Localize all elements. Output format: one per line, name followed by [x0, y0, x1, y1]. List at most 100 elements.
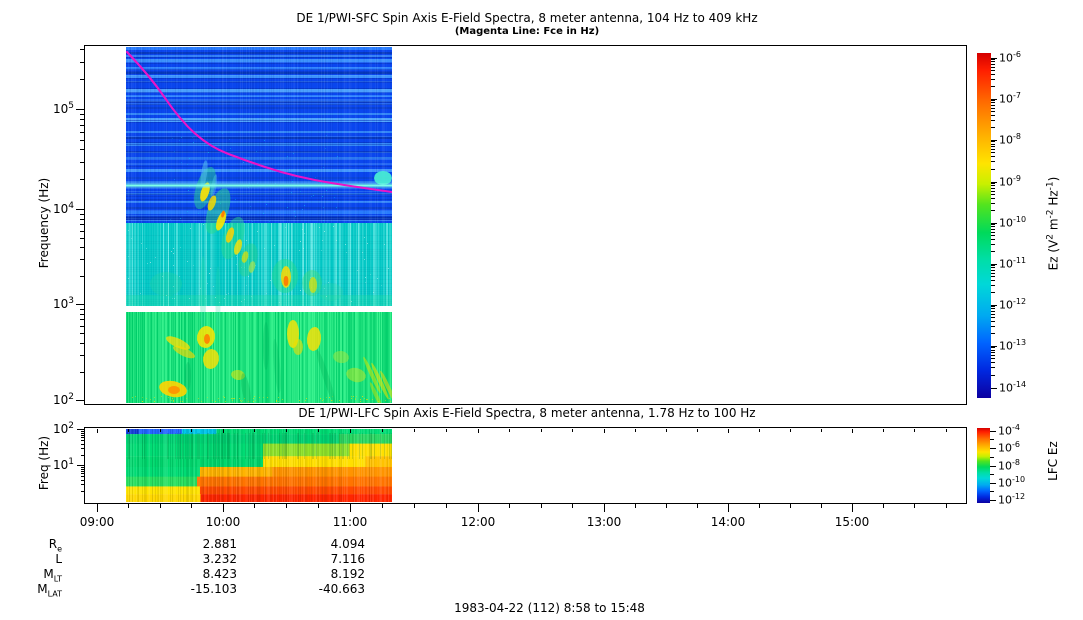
- lfc-top-inward-tick: [477, 429, 479, 433]
- x-major-tick: [603, 504, 605, 512]
- sfc-colorbar-minor-tick: [991, 168, 995, 170]
- sfc-colorbar-minor-tick: [991, 110, 995, 112]
- sfc-colorbar-minor-tick: [991, 78, 995, 80]
- sfc-colorbar-minor-tick: [991, 224, 995, 226]
- lfc-top-inward-minor-tick: [254, 429, 256, 432]
- lfc-top-inward-minor-tick: [945, 429, 947, 432]
- sfc-colorbar-minor-tick: [991, 269, 995, 271]
- x-major-tick: [851, 504, 853, 512]
- exponent: -4: [1012, 423, 1020, 432]
- lfc-y-minor-tick: [81, 476, 85, 478]
- x-minor-tick: [696, 504, 698, 508]
- lfc-top-inward-minor-tick: [191, 429, 192, 432]
- lfc-y-minor-tick: [81, 440, 85, 442]
- lfc-y-minor-tick: [81, 448, 85, 450]
- sfc-colorbar-major-tick: [991, 387, 997, 389]
- sfc-colorbar-minor-tick: [991, 316, 995, 318]
- x-minor-tick: [254, 504, 256, 508]
- lfc-top-inward-minor-tick: [128, 429, 129, 432]
- lfc-colorbar-major-tick: [990, 430, 996, 432]
- sfc-colorbar-major-tick: [991, 139, 997, 141]
- sfc-y-minor-tick: [80, 161, 85, 163]
- x-minor-tick: [665, 504, 667, 508]
- sfc-colorbar-minor-tick: [991, 59, 995, 61]
- lfc-y-minor-tick: [81, 471, 85, 473]
- sfc-colorbar-minor-tick: [991, 231, 995, 233]
- lfc-top-inward-minor-tick: [381, 429, 383, 432]
- ephemeris-row-label: MLT: [43, 567, 62, 584]
- x-minor-tick: [914, 504, 916, 508]
- lfc-colorbar-minor-tick: [990, 474, 994, 475]
- ephemeris-value-1000: 8.423: [202, 567, 237, 581]
- sfc-colorbar-minor-tick: [991, 279, 995, 281]
- x-major-tick: [222, 504, 224, 512]
- exponent: 1: [68, 457, 74, 467]
- exponent: -7: [1013, 91, 1021, 100]
- sfc-colorbar-minor-tick: [991, 202, 995, 204]
- ephemeris-row-label: L: [55, 552, 62, 566]
- sfc-y-minor-tick: [80, 218, 85, 220]
- lfc-y-minor-tick: [81, 468, 85, 470]
- exponent: 2: [68, 392, 74, 402]
- sfc-colorbar-minor-tick: [991, 306, 995, 308]
- lfc-spectrogram-canvas: [126, 429, 392, 502]
- lfc-top-inward-minor-tick: [572, 429, 573, 432]
- sfc-colorbar-minor-tick: [991, 141, 995, 143]
- exponent: -8: [1012, 458, 1020, 467]
- sfc-colorbar-minor-tick: [991, 161, 995, 163]
- exponent: -9: [1013, 174, 1021, 183]
- lfc-y-minor-tick: [81, 431, 85, 433]
- sfc-colorbar-tick-label: 10-10: [999, 215, 1027, 230]
- exponent: -6: [1012, 440, 1020, 449]
- x-minor-tick: [317, 504, 319, 508]
- x-minor-tick: [634, 504, 636, 508]
- sfc-colorbar-minor-tick: [991, 66, 995, 68]
- ephemeris-value-1000: 2.881: [202, 537, 237, 551]
- lfc-top-inward-minor-tick: [634, 429, 636, 432]
- sfc-colorbar-minor-tick: [991, 197, 995, 199]
- x-major-tick: [349, 504, 351, 512]
- lfc-top-inward-minor-tick: [413, 429, 415, 432]
- exponent: -14: [1013, 380, 1027, 389]
- lfc-y-tick-label: 102: [52, 421, 74, 436]
- sfc-y-minor-tick: [80, 333, 85, 335]
- lfc-colorbar-minor-tick: [990, 439, 994, 440]
- exponent: 5: [68, 101, 74, 111]
- sfc-colorbar-minor-tick: [991, 190, 995, 192]
- sfc-y-tick-label: 102: [52, 392, 74, 407]
- sfc-y-minor-tick: [80, 119, 85, 121]
- exponent: -6: [1013, 50, 1021, 59]
- sfc-colorbar-minor-tick: [991, 210, 995, 212]
- lfc-top-inward-tick: [96, 429, 98, 433]
- sfc-colorbar-minor-tick: [991, 152, 995, 154]
- exponent: -10: [1012, 475, 1026, 484]
- sfc-y-minor-tick: [80, 275, 85, 277]
- x-minor-tick: [945, 504, 947, 508]
- ephemeris-value-1100: 4.094: [330, 537, 365, 551]
- lfc-title: DE 1/PWI-LFC Spin Axis E-Field Spectra, …: [298, 406, 756, 420]
- sfc-colorbar-minor-tick: [991, 333, 995, 335]
- ephemeris-value-1000: -15.103: [190, 582, 237, 596]
- sfc-y-major-tick: [76, 209, 85, 211]
- lfc-top-inward-minor-tick: [317, 429, 319, 432]
- x-minor-tick: [758, 504, 760, 508]
- sfc-colorbar-minor-tick: [991, 362, 995, 364]
- subscript: e: [57, 544, 62, 554]
- sfc-y-minor-tick: [80, 319, 85, 321]
- sfc-colorbar-minor-tick: [991, 228, 995, 230]
- sfc-colorbar-major-tick: [991, 181, 997, 183]
- sfc-colorbar-minor-tick: [991, 148, 995, 150]
- sfc-colorbar-minor-tick: [991, 310, 995, 312]
- sfc-colorbar-minor-tick: [991, 107, 995, 109]
- sfc-colorbar-minor-tick: [991, 349, 995, 351]
- ephemeris-row-label: MLAT: [37, 582, 62, 599]
- sfc-colorbar-minor-tick: [991, 251, 995, 253]
- lfc-top-inward-minor-tick: [665, 429, 667, 432]
- sfc-title: DE 1/PWI-SFC Spin Axis E-Field Spectra, …: [296, 11, 758, 25]
- sfc-y-minor-tick: [80, 259, 85, 261]
- sfc-colorbar-minor-tick: [991, 86, 995, 88]
- lfc-colorbar-minor-tick: [990, 456, 994, 458]
- lfc-colorbar-major-tick: [990, 499, 996, 501]
- sfc-colorbar-minor-tick: [991, 267, 995, 269]
